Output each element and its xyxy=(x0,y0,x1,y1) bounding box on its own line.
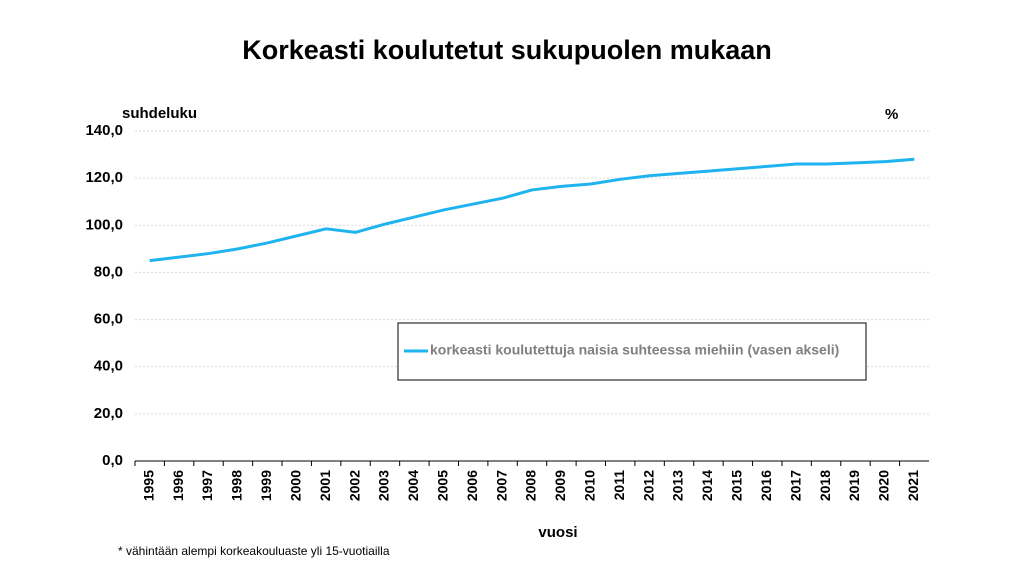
x-tick-label: 2004 xyxy=(405,470,421,501)
x-tick-label: 2007 xyxy=(493,470,509,501)
x-tick-label: 2005 xyxy=(434,470,450,501)
line xyxy=(149,157,915,263)
y-tick-label: 120,0 xyxy=(85,169,123,186)
x-tick-label: 2006 xyxy=(464,470,480,501)
y-tick-label: 40,0 xyxy=(94,358,123,375)
x-tick-label: 1997 xyxy=(199,470,215,501)
legend-frame xyxy=(397,322,867,381)
y-tick-label: 140,0 xyxy=(85,122,123,139)
x-tick-label: 2011 xyxy=(611,470,627,501)
x-tick-label: 2012 xyxy=(640,470,656,501)
x-tick-label: 1998 xyxy=(229,470,245,501)
x-tick-label: 2015 xyxy=(729,470,745,501)
x-axis-label: vuosi xyxy=(538,524,577,541)
y-tick-label: 60,0 xyxy=(94,311,123,328)
y-tick-label: 80,0 xyxy=(94,263,123,280)
legend: korkeasti koulutettuja naisia suhteessa … xyxy=(397,322,867,381)
x-tick-label: 2021 xyxy=(905,470,921,501)
footnote: * vähintään alempi korkeakouluaste yli 1… xyxy=(118,544,390,558)
x-tick-label: 2009 xyxy=(552,470,568,501)
x-tick-label: 2013 xyxy=(670,470,686,501)
y-tick-label: 0,0 xyxy=(102,452,123,469)
x-tick-label: 2008 xyxy=(523,470,539,501)
chart-title: Korkeasti koulutetut sukupuolen mukaan xyxy=(242,35,772,65)
x-tick-label: 2017 xyxy=(787,470,803,501)
y-tick-label: 100,0 xyxy=(85,216,123,233)
x-tick-label: 2010 xyxy=(582,470,598,501)
x-tick-label: 1995 xyxy=(140,470,156,501)
x-tick-label: 2001 xyxy=(317,470,333,501)
x-tick-label: 2003 xyxy=(376,470,392,501)
y2-axis-label: % xyxy=(885,106,898,123)
x-tick-label: 2018 xyxy=(817,470,833,501)
x-tick-label: 2016 xyxy=(758,470,774,501)
y-tick-label: 20,0 xyxy=(94,405,123,422)
x-tick-label: 2002 xyxy=(346,470,362,501)
legend-label: korkeasti koulutettuja naisia suhteessa … xyxy=(430,342,839,358)
x-tick-label: 2019 xyxy=(846,470,862,501)
x-tick-label: 2020 xyxy=(876,470,892,501)
x-tick-label: 2014 xyxy=(699,470,715,501)
x-tick-label: 1999 xyxy=(258,470,274,501)
x-tick-label: 1996 xyxy=(170,470,186,501)
x-tick-label: 2000 xyxy=(287,470,303,501)
y-axis-label: suhdeluku xyxy=(122,105,197,122)
